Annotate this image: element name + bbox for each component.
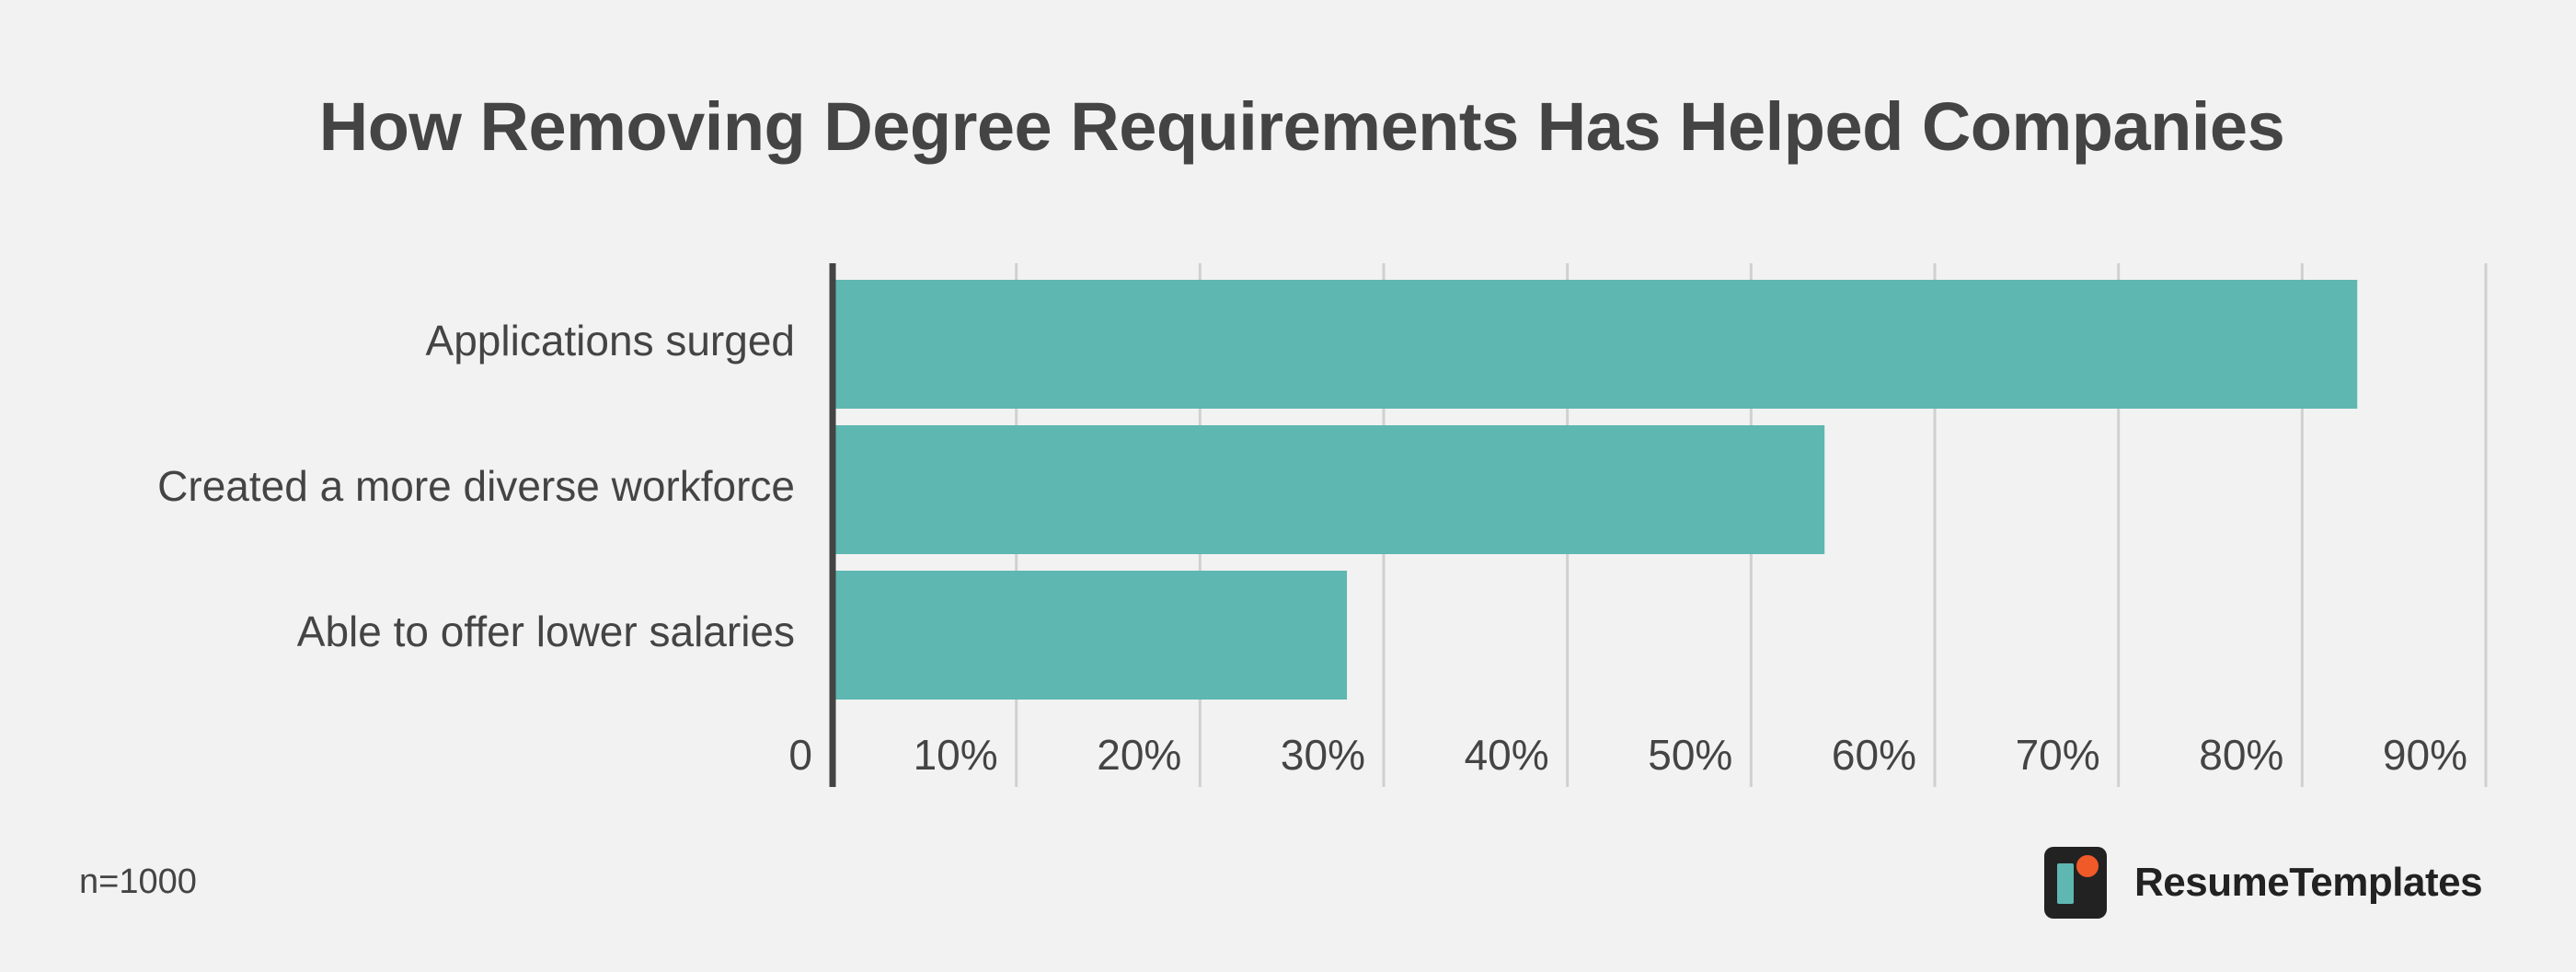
x-tick-label: 40% xyxy=(1465,731,1549,779)
x-tick-label: 80% xyxy=(2199,731,2283,779)
brand-name: ResumeTemplates xyxy=(2134,860,2483,905)
category-label: Applications surged xyxy=(426,317,795,364)
category-label: Able to offer lower salaries xyxy=(297,608,795,655)
x-tick-label: 50% xyxy=(1648,731,1732,779)
x-tick-label: 30% xyxy=(1281,731,1365,779)
x-tick-label: 10% xyxy=(914,731,998,779)
resumetemplates-logo-icon xyxy=(2044,847,2107,919)
sample-size-note: n=1000 xyxy=(79,862,197,901)
x-tick-label: 0 xyxy=(788,731,812,779)
category-label: Created a more diverse workforce xyxy=(157,462,795,510)
bar xyxy=(833,280,2358,409)
x-tick-label: 60% xyxy=(1832,731,1916,779)
chart-title: How Removing Degree Requirements Has Hel… xyxy=(318,88,2285,165)
brand[interactable]: ResumeTemplates xyxy=(2044,847,2483,919)
bar xyxy=(833,425,1825,554)
x-tick-label: 90% xyxy=(2383,731,2467,779)
bar xyxy=(833,571,1348,700)
x-tick-label: 20% xyxy=(1097,731,1181,779)
x-tick-label: 70% xyxy=(2016,731,2100,779)
